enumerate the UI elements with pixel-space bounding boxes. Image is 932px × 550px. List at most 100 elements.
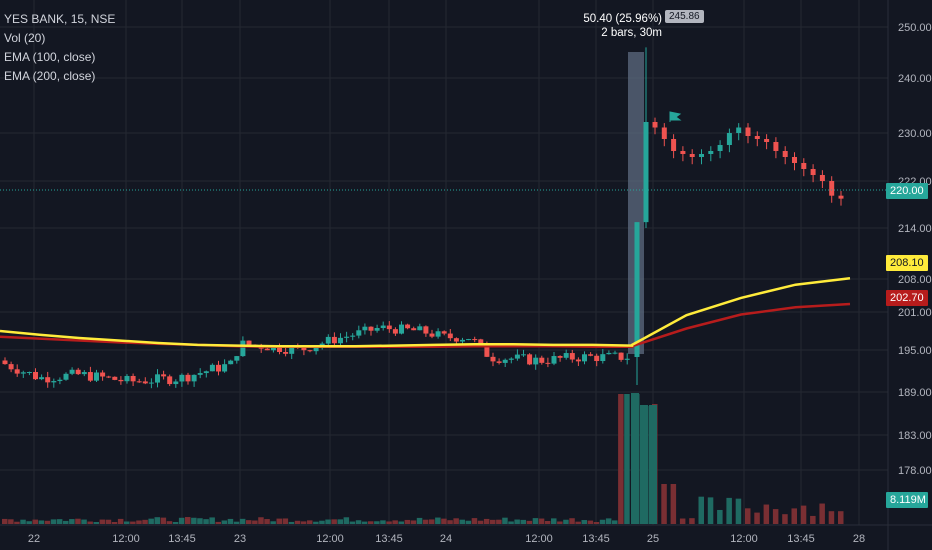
candle-body (277, 345, 282, 352)
candle-body (508, 358, 514, 360)
candle-body (405, 324, 411, 329)
candle-body (57, 379, 63, 382)
candle-body (606, 352, 612, 355)
volume-bar (599, 519, 606, 524)
volume-bar (276, 518, 282, 524)
candle-body (289, 346, 295, 354)
volume-bar (166, 521, 173, 524)
candle-body (490, 356, 496, 362)
y-tick-label: 250.00 (898, 22, 932, 34)
volume-bar (172, 521, 179, 524)
candle-body (575, 359, 581, 362)
chart-legend: YES BANK, 15, NSE Vol (20) EMA (100, clo… (4, 10, 115, 86)
volume-bar (32, 519, 38, 524)
volume-bar (717, 509, 723, 524)
candle-body (270, 345, 276, 351)
volume-bar (726, 497, 732, 524)
candle-body (514, 354, 520, 359)
candle-body (240, 340, 246, 357)
volume-bar (465, 520, 472, 524)
candle-body (368, 326, 374, 331)
candle-body (496, 361, 502, 363)
volume-bar (20, 519, 26, 524)
candle-body (736, 127, 742, 133)
candle-body (745, 127, 751, 136)
volume-bar (416, 517, 423, 524)
volume-bar (361, 521, 368, 524)
volume-bar (618, 394, 624, 524)
candle-body (209, 364, 215, 372)
volume-bar (44, 520, 51, 524)
candle-body (423, 326, 429, 334)
candle-body (69, 369, 75, 374)
candle-body (652, 122, 658, 128)
legend-ema200: EMA (200, close) (4, 69, 96, 83)
candle-body (307, 350, 313, 352)
candle-body (197, 373, 203, 375)
volume-bar (215, 521, 221, 524)
volume-bar (490, 519, 496, 524)
candle-body (392, 329, 398, 334)
volume-bar (502, 517, 508, 524)
volume-bar (50, 519, 57, 524)
measure-change: 50.40 (25.96%) (583, 13, 662, 25)
y-tick-label: 214.00 (898, 223, 932, 235)
volume-bar (782, 514, 788, 524)
candle-body (441, 331, 447, 334)
volume-bar (239, 518, 246, 524)
candle-body (386, 325, 392, 330)
volume-bar (142, 519, 148, 524)
candle-body (112, 376, 118, 380)
y-tick-label: 208.00 (898, 274, 932, 286)
ema100-line (0, 276, 851, 348)
volume-bar (538, 518, 545, 524)
volume-bar (258, 517, 264, 524)
candle-body (33, 371, 38, 380)
candle-body (8, 364, 14, 370)
candle-body (661, 127, 667, 139)
candle-body (264, 348, 270, 351)
volume-bar (544, 520, 551, 524)
volume-bar (300, 521, 307, 524)
volume-bar (197, 518, 203, 524)
volume-bar (581, 520, 587, 524)
measure-range-box (628, 52, 644, 354)
y-tick-label: 189.00 (898, 387, 932, 399)
candle-body (136, 381, 142, 383)
volume-bar (689, 518, 695, 524)
candle-body (782, 151, 788, 157)
volume-bar (160, 517, 167, 524)
candle-body (582, 354, 587, 362)
candle-body (447, 333, 453, 339)
y-tick-label: 183.00 (898, 430, 932, 442)
volume-bar (453, 518, 459, 524)
volume-bar (459, 519, 465, 524)
candle-body (594, 355, 600, 362)
volume-bar (575, 521, 581, 524)
volume-bar (551, 518, 557, 524)
volume-bar (270, 521, 276, 524)
candle-body (39, 377, 45, 380)
volume-bar (520, 519, 526, 524)
candle-body (819, 175, 825, 181)
candle-body (600, 354, 606, 362)
volume-bar (374, 521, 380, 524)
x-tick-label: 13:45 (168, 533, 196, 545)
volume-bar (563, 519, 569, 524)
candle-body (810, 169, 816, 175)
volume-bar (105, 519, 112, 524)
candle-body (634, 222, 640, 357)
candle-body (502, 359, 508, 363)
volume-bar (631, 393, 639, 524)
candle-body (148, 382, 154, 384)
volume-bar (99, 519, 106, 524)
volume-bar (483, 518, 490, 524)
x-tick-label: 13:45 (787, 533, 815, 545)
measure-label: 50.40 (25.96%) 2 bars, 30m (560, 12, 662, 40)
volume-bar (810, 515, 816, 524)
candle-body (246, 340, 252, 345)
candle-body (94, 372, 99, 381)
candle-body (130, 375, 136, 382)
volume-bar (117, 518, 124, 524)
